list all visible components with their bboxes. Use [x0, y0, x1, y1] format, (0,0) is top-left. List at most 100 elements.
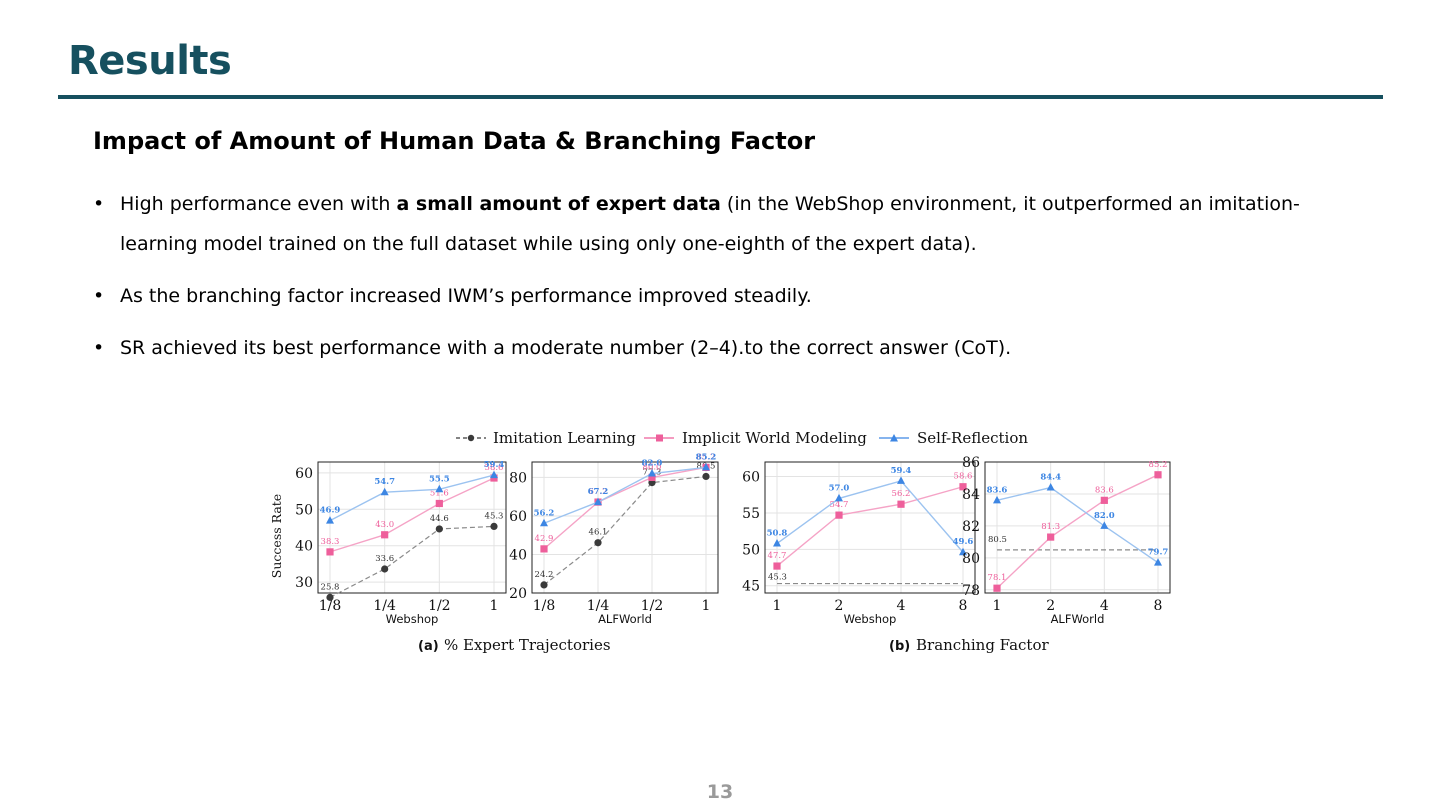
data-label: 50.8 [767, 529, 788, 539]
series-line [776, 486, 964, 567]
data-label: 79.7 [1148, 548, 1169, 558]
chart-panel-2: 204060801/81/41/21ALFWorld24.246.177.380… [509, 452, 719, 626]
data-label: 45.3 [768, 573, 787, 583]
x-axis-label: ALFWorld [1051, 612, 1105, 626]
data-label: 24.2 [535, 570, 554, 580]
data-point [702, 462, 710, 471]
chart-panel-3: 45 50 55 60 1 2 4 8 Webshop 45.3 47.7 54.7 56.2 58.6 5… [742, 461, 976, 626]
data-point [490, 522, 498, 531]
legend-label-iwm: Implicit World Modeling [682, 429, 867, 447]
slide-title: Results [68, 38, 232, 84]
data-point [1100, 496, 1108, 504]
bullet-item: • SR achieved its best performance with … [93, 328, 1333, 368]
data-label: 82.0 [1094, 511, 1115, 521]
series-line [996, 486, 1159, 564]
data-point [594, 539, 602, 547]
series-line [329, 525, 495, 598]
data-point [648, 473, 656, 482]
data-label: 85.2 [697, 452, 716, 462]
y-tick-label: 82 [962, 519, 980, 535]
data-label: 56.2 [534, 508, 555, 518]
data-label: 42.9 [535, 534, 554, 544]
data-point [380, 487, 389, 496]
data-point [702, 472, 710, 481]
y-axis-label: Success Rate [269, 494, 284, 578]
x-tick-label: 8 [1154, 598, 1163, 614]
bullet-text: SR achieved its best performance with a … [120, 337, 1012, 359]
x-tick-label: 2 [835, 598, 844, 614]
y-tick-label: 20 [509, 586, 527, 602]
x-tick-label: 1/4 [587, 598, 610, 614]
y-tick-label: 80 [962, 551, 980, 567]
y-tick-label: 60 [742, 470, 760, 486]
series-line [329, 477, 495, 553]
bullet-marker: • [93, 285, 105, 307]
x-tick-label: 1 [702, 598, 711, 614]
x-tick-label: 1/2 [641, 598, 664, 614]
data-label: 46.9 [320, 506, 341, 516]
y-tick-label: 86 [962, 455, 980, 471]
data-label: 47.7 [768, 551, 787, 561]
data-label: 84.4 [1040, 473, 1061, 483]
data-point [1100, 521, 1109, 529]
bullet-marker: • [93, 193, 105, 215]
y-tick-label: 40 [509, 547, 527, 563]
y-tick-label: 60 [509, 509, 527, 525]
data-point [435, 484, 444, 493]
series-line [543, 466, 707, 550]
data-label: 58.6 [485, 463, 504, 473]
legend-marker-imitation [467, 434, 475, 442]
bullet-text: As the branching factor increased IWM’s … [120, 285, 812, 307]
caption-a: (a) % Expert Trajectories [418, 636, 611, 654]
data-label: 81.3 [1041, 522, 1060, 532]
bullet-marker: • [93, 337, 105, 359]
data-point [1154, 558, 1162, 566]
data-label: 58.6 [954, 472, 973, 482]
data-point [835, 493, 843, 502]
data-point [959, 483, 967, 491]
data-label: 67.2 [589, 487, 608, 497]
data-label: 44.6 [430, 514, 449, 524]
legend-marker-sr [890, 434, 898, 442]
y-tick-label: 78 [962, 583, 980, 599]
data-point [993, 495, 1001, 504]
x-tick-label: 1 [993, 598, 1002, 614]
data-label: 85.2 [1149, 460, 1168, 470]
data-label: 83.6 [987, 485, 1008, 495]
x-tick-label: 4 [897, 598, 906, 614]
caption-a-label: (a) [418, 639, 439, 654]
chart-panel-1: 30 40 50 60 1/8 1/4 1/2 1 Webshop 25.8 33.6 44.6 45.… [295, 460, 507, 626]
data-point [435, 525, 443, 533]
x-tick-label: 1/4 [373, 598, 396, 614]
data-point [993, 584, 1001, 592]
data-label: 56.2 [892, 489, 911, 499]
results-figure: Imitation Learning Implicit World Modeli… [260, 422, 1180, 666]
series-line [996, 474, 1159, 589]
plot-frame [317, 461, 507, 594]
data-point [381, 565, 389, 573]
data-point [326, 593, 334, 601]
bullet-item: • High performance even with a small amo… [93, 184, 1333, 264]
x-tick-label: 1/8 [533, 598, 556, 614]
x-tick-label: 1 [773, 598, 782, 614]
plot-frame [531, 461, 719, 594]
data-point [835, 511, 843, 519]
y-tick-label: 45 [742, 579, 760, 595]
data-point [1154, 471, 1162, 479]
bullet-emphasis: a small amount of expert data [396, 193, 721, 215]
series-line [543, 475, 707, 586]
data-label: 59.4 [891, 466, 912, 476]
x-tick-label: 2 [1046, 598, 1055, 614]
caption-b: (b) Branching Factor [889, 636, 1049, 654]
plot-frame [984, 461, 1171, 594]
data-point [490, 470, 498, 479]
page-number: 13 [706, 781, 734, 803]
data-label: 49.6 [953, 537, 974, 547]
bullet-item: • As the branching factor increased IWM’… [93, 276, 1333, 316]
x-axis-label: Webshop [844, 612, 897, 626]
data-label: 54.7 [830, 500, 849, 510]
data-label: 38.3 [321, 537, 340, 547]
data-label: 83.6 [1095, 485, 1114, 495]
x-axis-label: Webshop [386, 612, 439, 626]
data-label: 43.0 [375, 520, 394, 530]
